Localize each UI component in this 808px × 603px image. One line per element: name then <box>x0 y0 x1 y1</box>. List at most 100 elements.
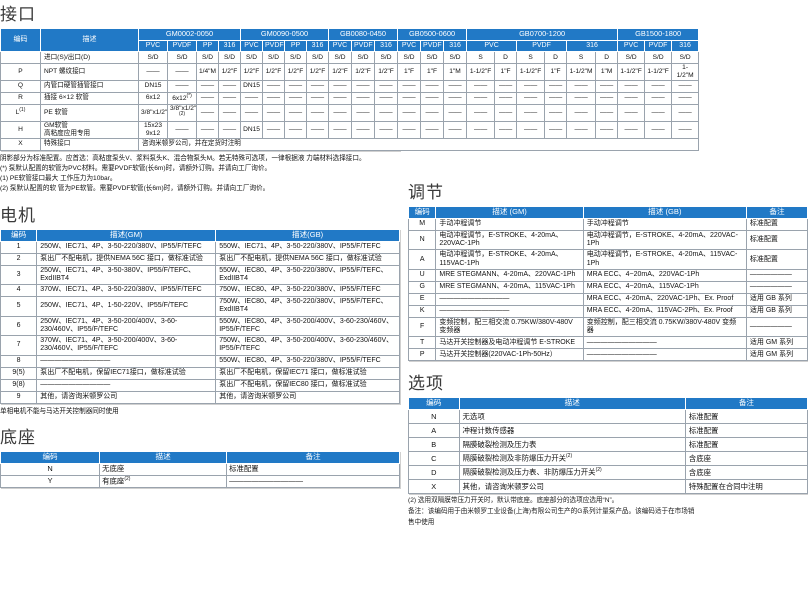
interface-value-cell: —— <box>373 79 399 93</box>
option-row-code: N <box>408 409 460 425</box>
motor-table-body: 1 250W、IEC71、4P、3-50-220/380V、IP55/F/TEFC… <box>0 240 400 404</box>
option-row-code: D <box>408 465 460 481</box>
interface-value-cell: —— <box>397 79 422 93</box>
interface-value-cell: —— <box>373 103 399 123</box>
adjust-row-code: F <box>407 316 437 338</box>
interface-value-cell: 1/2"F <box>306 62 329 81</box>
table-row: T 马达开关控制器及电动冲程调节 E-STROKE —————————— 适用 GM … <box>407 336 808 350</box>
interface-mat-gb0500-pvdf: PVDF <box>420 39 445 52</box>
base-col-desc: 描述 <box>99 450 228 464</box>
option-row-code: A <box>408 423 460 439</box>
motor-row-gm: —————————— <box>36 378 217 392</box>
interface-value-cell: —— <box>240 103 263 123</box>
interface-value-cell: S/D <box>617 50 646 64</box>
table-row: B 隔膜破裂检测及压力表 标准配置 <box>408 437 808 453</box>
interface-value-cell: —— <box>167 62 197 81</box>
table-row: 9(5) 泵出厂不配电机，保留IEC71接口，做标准试验 泵出厂不配电机，保留IEC… <box>0 366 400 380</box>
motor-row-gm: 250W、IEC71、4P、3-50-200/400V、3-60-230/460… <box>36 315 217 337</box>
interface-value-cell: 3/8"x1/2"(2) <box>167 103 197 123</box>
interface-group-gm0002: GM0002-0050 <box>138 28 241 41</box>
interface-value-cell: —— <box>516 79 546 93</box>
adjust-row-gm: 手动冲程调节 <box>435 217 584 231</box>
interface-value-cell: —— <box>544 79 568 93</box>
interface-value-cell: —— <box>617 91 646 105</box>
interface-row-code: Q <box>0 79 41 93</box>
option-note-line: (2) 选用双隔膜带压力开关时，默认带底座。底座部分的选项应选用“N”。 <box>408 497 619 505</box>
motor-row-code: 9(8) <box>0 378 38 392</box>
motor-row-gm: 其他，请咨询米顿罗公司 <box>36 390 217 404</box>
interface-value-cell: —— <box>671 103 700 123</box>
interface-value-cell: —— <box>617 79 646 93</box>
motor-row-gb: 泵出厂不配电机，保留IEC71 接口，做标准试验 <box>215 366 400 380</box>
left-column: 接口 编码 描述 GM0002-0050 GM0 <box>0 0 700 488</box>
option-row-desc: 其他，请咨询米顿罗公司 <box>458 479 686 495</box>
table-row: 7 370W、IEC71、4P、3-50-200/400V、3-60-230/46… <box>0 335 400 356</box>
adjust-table-wrapper: 编码 描述 (GM) 描述 (GB) 备注 M 手动冲程调节 手动冲程调节 标准配置 N… <box>407 206 808 362</box>
interface-value-cell: —— <box>566 79 597 93</box>
interface-value-cell: S/D <box>138 50 168 64</box>
interface-mat-gm0090-pvdf: PVDF <box>262 39 285 52</box>
interface-value-cell: 1/2"F <box>373 62 399 81</box>
interface-col-code: 编码 <box>0 28 41 52</box>
interface-value-cell: 1-1/2"F <box>644 62 673 81</box>
interface-value-cell: —— <box>617 103 646 123</box>
interface-value-cell: S/D <box>443 50 468 64</box>
table-row: 6 250W、IEC71、4P、3-50-200/400V、3-60-230/46… <box>0 315 400 337</box>
adjust-row-gb: —————————— <box>582 348 747 362</box>
interface-value-cell: —— <box>494 121 518 139</box>
interface-value-cell: —— <box>443 121 468 139</box>
interface-value-cell: —— <box>262 79 285 93</box>
adjust-row-remark: —————— <box>745 280 808 294</box>
motor-table-wrapper: 编码 描述(GM) 描述(GB) 1 250W、IEC71、4P、3-50-220… <box>0 228 400 404</box>
table-row: N 无底座 标准配置 <box>0 462 400 476</box>
table-row: D 隔膜破裂检测及压力表、非防爆压力开关(2) 含底座 <box>408 465 808 481</box>
interface-group-gb0080: GB0080-0450 <box>327 28 399 41</box>
interface-value-cell: 1/2"F <box>240 62 263 81</box>
interface-value-cell: 6x12(*) <box>167 91 197 105</box>
base-col-remark: 备注 <box>226 450 400 464</box>
interface-value-cell: D <box>494 50 518 64</box>
interface-value-cell: DN15 <box>138 79 168 93</box>
interface-value-cell: —— <box>218 79 241 93</box>
adjust-row-gb: 电动冲程调节，E-STROKE、4-20mA、220VAC-1Ph <box>582 229 747 251</box>
option-row-code: C <box>408 451 460 467</box>
interface-value-cell: 1-1/2"M <box>566 62 597 81</box>
table-row: Y 有底座(2) —————————— <box>0 474 400 488</box>
interface-value-cell: —— <box>351 103 375 123</box>
interface-table-wrapper: 编码 描述 GM0002-0050 GM0090-0500 GB0080-045… <box>0 28 700 151</box>
interface-value-cell: —— <box>397 103 422 123</box>
interface-value-cell: —— <box>328 121 352 139</box>
interface-value-cell: —— <box>306 79 329 93</box>
adjust-row-code: N <box>407 229 437 251</box>
option-row-remark: 特殊配置在合同中注明 <box>684 479 808 495</box>
option-row-code: B <box>408 437 460 453</box>
interface-value-cell: —— <box>494 103 518 123</box>
interface-value-cell: —— <box>284 91 307 105</box>
table-row: P NPT 螺纹接口 —— —— 1/4"M 1/2"F 1/2"F 1/2"F 1/2"F 1/… <box>0 62 700 81</box>
motor-section-title: 电机 <box>0 205 36 226</box>
adjust-row-remark: 标准配置 <box>745 229 808 251</box>
interface-value-cell: —— <box>328 103 352 123</box>
interface-value-cell: —— <box>644 91 673 105</box>
adjust-row-gb: —————————— <box>582 336 747 350</box>
adjust-row-code: M <box>407 217 437 231</box>
interface-value-cell: —— <box>544 121 568 139</box>
interface-value-cell: S <box>516 50 546 64</box>
interface-value-cell: —— <box>196 103 219 123</box>
interface-value-cell: S/D <box>373 50 399 64</box>
interface-value-cell: —— <box>196 91 219 105</box>
interface-mat-gb0700-pvdf: PVDF <box>516 39 568 52</box>
motor-header-row: 编码 描述(GM) 描述(GB) <box>0 228 400 242</box>
interface-value-cell: —— <box>443 79 468 93</box>
interface-row-code: X <box>0 137 41 151</box>
interface-value-cell: S/D <box>284 50 307 64</box>
table-row: 2 泵出厂不配电机，提供NEMA 56C 接口，做标准试验 泵出厂不配电机，提供NE… <box>0 252 400 266</box>
interface-value-cell: —— <box>516 121 546 139</box>
interface-value-cell: 1/2"F <box>218 62 241 81</box>
interface-value-cell: —— <box>167 121 197 139</box>
option-note-line: 备注：该编码用于由米顿罗工业设备(上海)有限公司生产的G系列计量泵产品。该编码适… <box>408 507 695 515</box>
interface-value-cell: —— <box>595 103 619 123</box>
base-row-desc: 无底座 <box>99 462 228 476</box>
table-row: 9 其他，请咨询米顿罗公司 其他，请咨询米顿罗公司 <box>0 390 400 404</box>
table-row: 9(8) —————————— 泵出厂不配电机，保留IEC80 接口，做标准试验 <box>0 378 400 392</box>
